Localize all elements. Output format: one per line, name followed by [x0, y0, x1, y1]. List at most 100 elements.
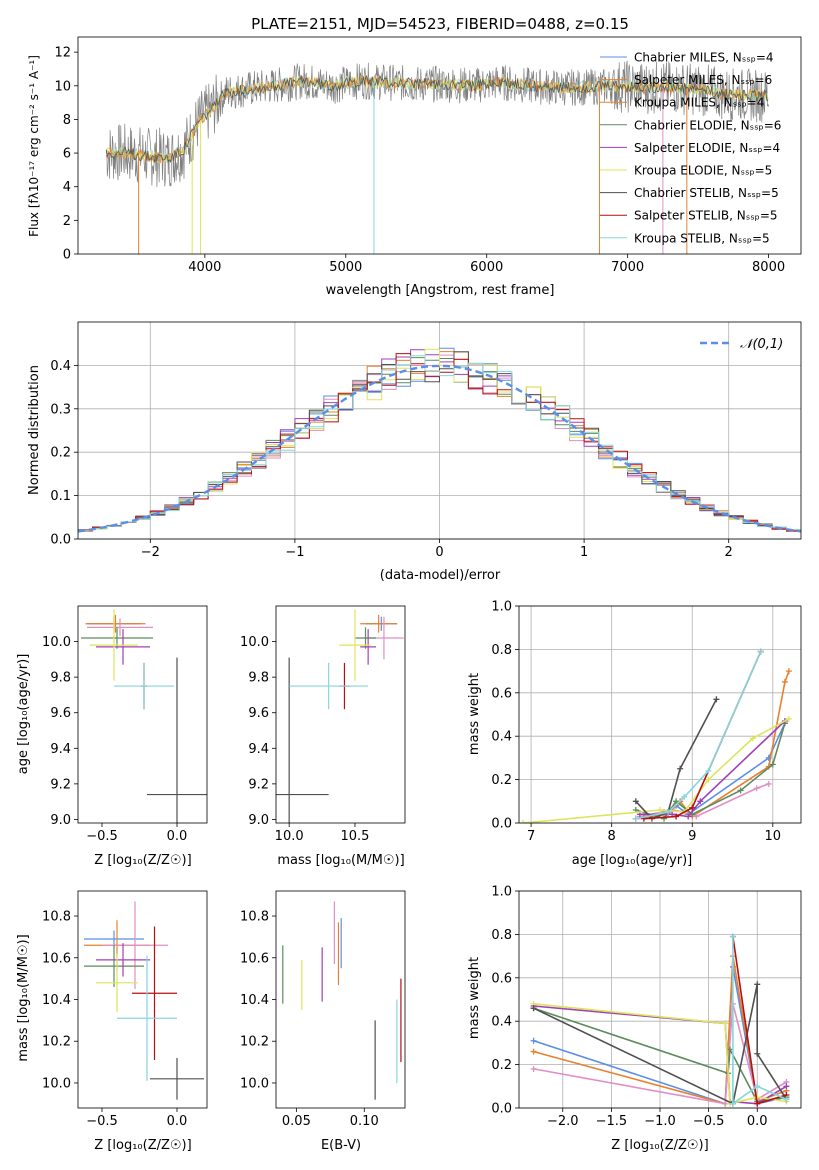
x-tick-label: 1 — [580, 545, 588, 560]
y-tick-label: 10.2 — [240, 1035, 269, 1050]
mage-xlabel: mass [log₁₀(M/M☉)] — [277, 853, 404, 868]
y-tick-label: 10.8 — [42, 910, 71, 925]
spectrum-model — [105, 75, 769, 164]
spectrum-data — [105, 60, 769, 188]
y-tick-label: 9.2 — [50, 777, 71, 792]
ebv-xlabel: E(B-V) — [321, 1138, 361, 1153]
axes-frame — [77, 36, 802, 255]
histogram-step — [78, 355, 801, 534]
residual-histogram-panel: −2 −1 0 1 2 0.0 0.1 0.2 0.3 0.4 𝒩(0,1) — [50, 321, 802, 560]
weight-marker — [729, 933, 736, 940]
x-tick-label: 8000 — [752, 260, 785, 275]
y-tick-label: 10.0 — [240, 1076, 269, 1091]
y-tick-label: 1.0 — [491, 600, 512, 615]
weight-marker — [749, 735, 756, 742]
x-tick-label: 4000 — [188, 260, 221, 275]
spectrum-lines — [105, 60, 769, 254]
weight-marker — [657, 806, 663, 813]
y-tick-label: 2 — [63, 214, 71, 229]
y-tick-label: 9.2 — [248, 777, 269, 792]
weight-marker — [689, 804, 696, 811]
weight-series — [732, 936, 787, 1106]
weight-marker — [632, 798, 639, 805]
weight-marker — [681, 793, 688, 800]
weight-marker — [754, 1100, 761, 1107]
y-tick-label: 0.6 — [491, 971, 512, 986]
weight-marker — [727, 1046, 734, 1053]
weight-marker — [785, 668, 792, 675]
normal-curve — [78, 364, 801, 533]
x-tick-label: −1 — [285, 545, 304, 560]
x-tick-label: −0.5 — [693, 1114, 725, 1129]
weight-marker — [705, 776, 712, 783]
x-tick-label: −2.0 — [547, 1114, 579, 1129]
y-tick-label: 10.0 — [42, 635, 71, 650]
flux-spectrum-panel: 4000 5000 6000 7000 8000 0 2 4 6 8 10 12 Chabrier MI… — [54, 36, 802, 275]
age-vs-mass-panel: 10.0 10.5 9.0 9.2 9.4 9.6 9.8 10.0 — [240, 605, 406, 844]
x-tick-label: 7 — [527, 829, 535, 844]
zage-ylabel: age [log₁₀(age/yr)] — [16, 654, 31, 775]
y-tick-label: 1.0 — [491, 885, 512, 900]
zage-xlabel: Z [log₁₀(Z/Z☉)] — [94, 853, 191, 868]
y-tick-label: 9.0 — [248, 813, 269, 828]
hist-ylabel: Normed distribution — [27, 365, 42, 495]
x-tick-label: 2 — [725, 545, 733, 560]
error-bars — [84, 901, 204, 1100]
weight-marker — [530, 1065, 537, 1072]
age-vs-metallicity-panel: −0.5 0.0 9.0 9.2 9.4 9.6 9.8 10.0 — [42, 605, 208, 844]
y-tick-label: 0.0 — [491, 1102, 512, 1117]
legend-label: Salpeter MILES, Nₛₛₚ=6 — [634, 73, 772, 87]
mw-age-xlabel: age [log₁₀(age/yr)] — [572, 853, 693, 868]
x-tick-label: 9 — [688, 829, 696, 844]
y-tick-label: 10.6 — [240, 951, 269, 966]
axes-frame — [77, 321, 802, 540]
axes-frame — [275, 605, 406, 824]
y-tick-label: 10.0 — [42, 1076, 71, 1091]
mw-age-ylabel: mass weight — [467, 673, 482, 755]
zmass-ylabel: mass [log₁₀(M/M☉)] — [16, 934, 31, 1061]
weight-marker — [632, 815, 639, 822]
legend-label: Salpeter STELIB, Nₛₛₚ=5 — [634, 209, 778, 223]
figure-title: PLATE=2151, MJD=54523, FIBERID=0488, z=0… — [251, 15, 629, 33]
flux-ylabel: Flux [fλ10⁻¹⁷ erg cm⁻² s⁻¹ A⁻¹] — [27, 55, 41, 237]
axes-frame — [77, 605, 208, 824]
weight-marker — [769, 761, 776, 768]
y-tick-label: 0.4 — [491, 1015, 512, 1030]
y-tick-label: 0.0 — [491, 817, 512, 832]
hist-xlabel: (data-model)/error — [380, 568, 501, 583]
x-tick-label: 0.0 — [167, 829, 188, 844]
x-tick-label: −2 — [141, 545, 160, 560]
y-tick-label: 0.2 — [491, 773, 512, 788]
y-tick-label: 10.0 — [240, 635, 269, 650]
weight-marker — [785, 715, 792, 722]
error-bars — [81, 609, 207, 823]
weight-marker — [753, 785, 760, 792]
y-tick-label: 0.2 — [50, 446, 71, 461]
x-tick-label: 0.10 — [350, 1114, 379, 1129]
y-tick-label: 4 — [63, 180, 71, 195]
y-tick-label: 9.8 — [248, 671, 269, 686]
x-tick-label: 5000 — [329, 260, 362, 275]
weight-series — [639, 783, 770, 818]
mass-weight-vs-metallicity-panel: −2.0 −1.5 −1.0 −0.5 0.0 0.0 0.2 0.4 0.6 0.8 1.0 — [491, 885, 802, 1129]
histograms — [78, 347, 801, 534]
y-tick-label: 0 — [63, 248, 71, 263]
weight-marker — [757, 648, 764, 655]
y-tick-label: 0.2 — [491, 1058, 512, 1073]
weight-series — [732, 936, 787, 1105]
y-tick-label: 9.4 — [248, 742, 269, 757]
flux-xlabel: wavelength [Angstrom, rest frame] — [326, 283, 555, 298]
y-tick-label: 10.8 — [240, 910, 269, 925]
legend: Chabrier MILES, Nₛₛₚ=4 Salpeter MILES, Nₛ… — [600, 51, 781, 245]
y-tick-label: 0.4 — [491, 730, 512, 745]
weight-marker — [520, 820, 527, 823]
weight-marker — [754, 1050, 761, 1057]
axes-frame — [77, 890, 208, 1109]
mass-weight-vs-age-panel: 7 8 9 10 0.0 0.2 0.4 0.6 0.8 1.0 — [491, 600, 802, 844]
y-tick-label: 10.2 — [42, 1035, 71, 1050]
weight-marker — [781, 678, 788, 685]
legend-label: Salpeter ELODIE, Nₛₛₚ=4 — [634, 141, 780, 155]
x-tick-label: 7000 — [611, 260, 644, 275]
x-tick-label: −0.5 — [86, 1114, 118, 1129]
